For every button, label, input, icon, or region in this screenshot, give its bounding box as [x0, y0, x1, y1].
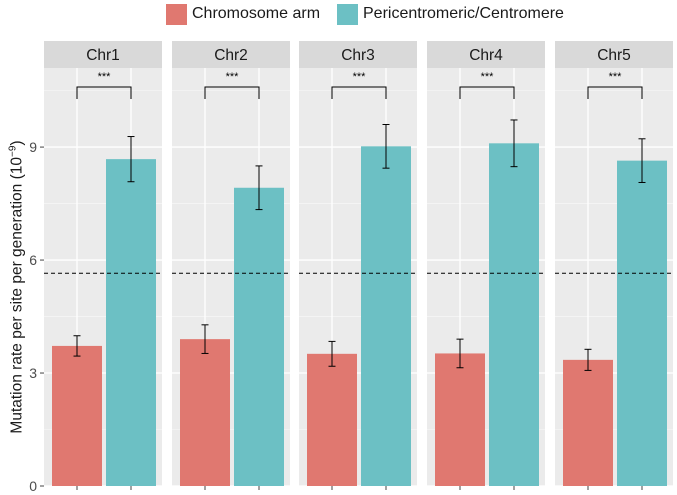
y-tick-label: 0 — [29, 478, 37, 494]
significance-bracket — [76, 86, 132, 99]
panel-title: Chr4 — [469, 47, 503, 64]
bar — [307, 353, 357, 486]
significance-label: *** — [226, 71, 240, 83]
significance-bracket — [459, 86, 515, 99]
significance-label: *** — [98, 71, 112, 83]
bar — [489, 143, 539, 487]
panel-strip — [44, 41, 162, 68]
panel-title: Chr5 — [597, 47, 631, 64]
bar — [617, 160, 667, 487]
panel-strip — [555, 41, 673, 68]
legend-key-chromosome-arm — [166, 3, 187, 25]
y-tick-label: 9 — [29, 139, 37, 155]
panel-title: Chr1 — [86, 47, 120, 64]
legend-key-pericentromeric — [337, 3, 358, 25]
y-tick-label: 6 — [29, 252, 37, 268]
legend-label-chromosome-arm: Chromosome arm — [192, 5, 321, 22]
bar — [52, 345, 102, 486]
panel-strip — [172, 41, 290, 68]
y-tick-label: 3 — [29, 365, 37, 381]
panel-title: Chr2 — [214, 47, 248, 64]
bar — [180, 339, 230, 486]
bar — [361, 146, 411, 486]
bar — [563, 359, 613, 486]
bar — [435, 353, 485, 486]
panel-title: Chr3 — [341, 47, 375, 64]
significance-bracket — [331, 86, 387, 99]
panel-strip — [299, 41, 417, 68]
legend-label-pericentromeric: Pericentromeric/Centromere — [363, 5, 564, 22]
significance-bracket — [204, 86, 260, 99]
significance-label: *** — [353, 71, 367, 83]
bar — [234, 187, 284, 487]
significance-label: *** — [609, 71, 623, 83]
legend-item-chromosome-arm: Chromosome arm — [166, 2, 320, 26]
panel-strip — [427, 41, 545, 68]
bar — [106, 159, 156, 486]
legend-item-pericentromeric: Pericentromeric/Centromere — [337, 2, 564, 26]
legend: Chromosome arm Pericentromeric/Centromer… — [0, 0, 677, 30]
significance-label: *** — [481, 71, 495, 83]
significance-bracket — [587, 86, 643, 99]
